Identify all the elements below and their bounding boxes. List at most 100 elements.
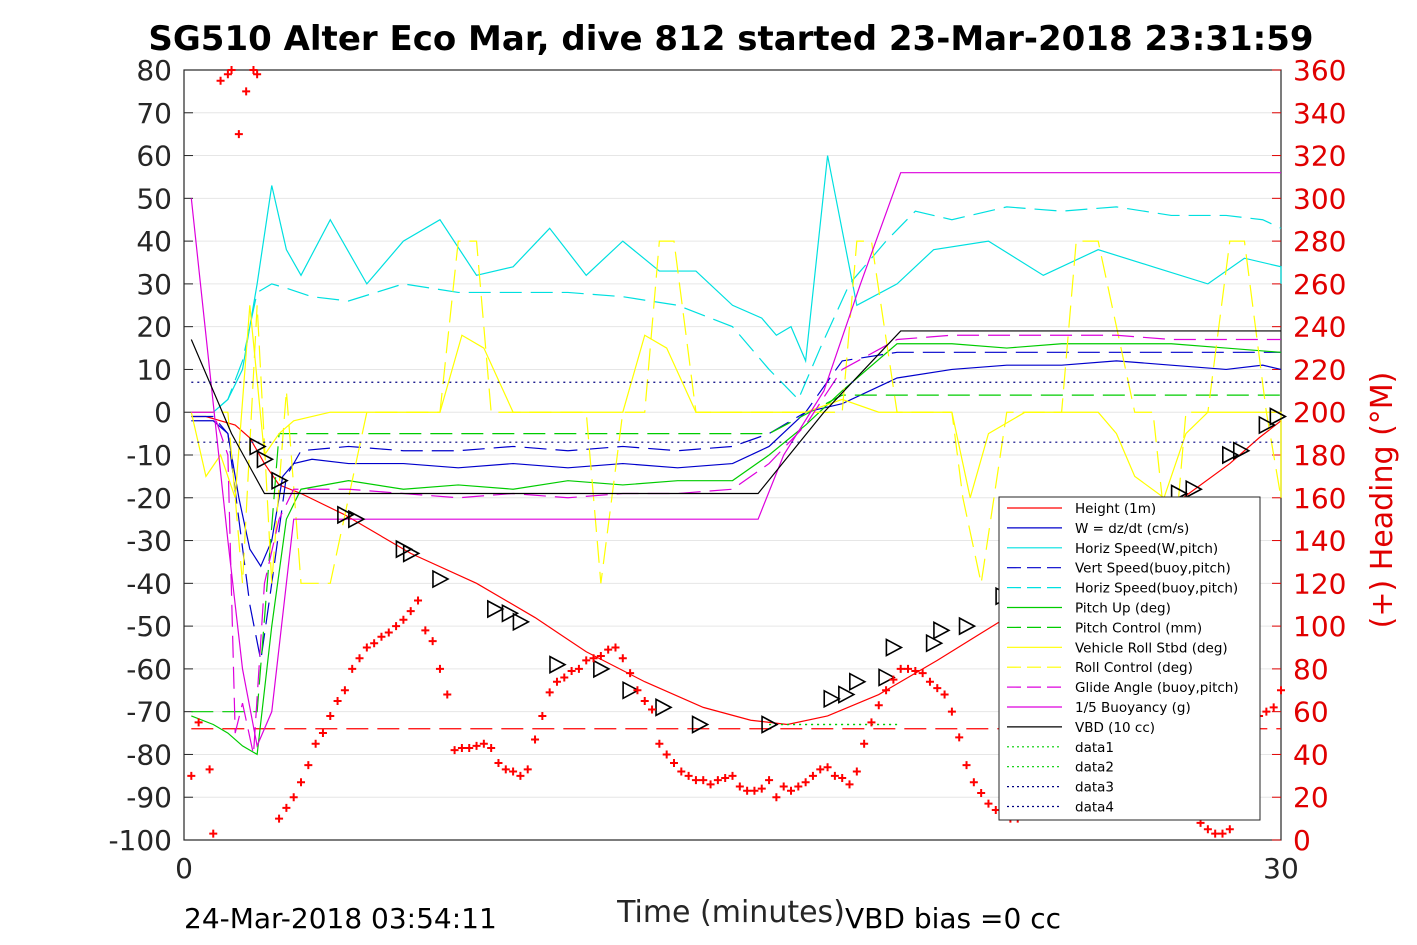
heading-point	[684, 771, 693, 780]
heading-point	[633, 686, 642, 695]
legend-label: data3	[1075, 780, 1114, 796]
heading-point	[187, 771, 196, 780]
heading-point	[1218, 829, 1227, 838]
heading-point	[940, 690, 949, 699]
heading-point	[531, 735, 540, 744]
heading-point	[765, 776, 774, 785]
heading-point	[991, 806, 1000, 815]
heading-point	[655, 739, 664, 748]
heading-point	[984, 799, 993, 808]
heading-point	[552, 677, 561, 686]
heading-point	[377, 632, 386, 641]
heading-point	[399, 615, 408, 624]
heading-point	[874, 701, 883, 710]
heading-point	[955, 733, 964, 742]
heading-point	[618, 654, 627, 663]
waypoint-marker	[1185, 479, 1203, 499]
heading-point	[1269, 703, 1278, 712]
waypoint-marker	[593, 659, 611, 679]
heading-point	[648, 705, 657, 714]
heading-point	[904, 664, 913, 673]
heading-point	[750, 786, 759, 795]
heading-point	[721, 773, 730, 782]
right-tick-label: 300	[1293, 182, 1346, 215]
waypoint-marker	[622, 680, 640, 700]
heading-point	[216, 76, 225, 85]
series-line-10	[190, 172, 1281, 748]
right-tick-label: 120	[1293, 567, 1346, 600]
heading-point	[234, 130, 243, 139]
heading-point	[494, 759, 503, 767]
legend-label: Glide Angle (buoy,pitch)	[1075, 680, 1239, 696]
legend-items: Height (1m) W = dz/dt (cm/s) Horiz Speed(W…	[1007, 501, 1239, 816]
heading-point	[691, 776, 700, 785]
heading-point	[662, 750, 671, 759]
waypoint-marker	[838, 685, 856, 704]
heading-point	[516, 771, 525, 780]
y-tick-label: 50	[136, 182, 172, 215]
heading-point	[1211, 829, 1220, 838]
heading-point	[472, 741, 481, 750]
right-tick-label: 160	[1293, 482, 1346, 515]
heading-point	[947, 707, 956, 716]
heading-point	[318, 729, 327, 738]
waypoint-marker	[823, 689, 841, 709]
heading-point	[977, 788, 986, 797]
heading-point	[626, 669, 635, 678]
right-tick-label: 60	[1293, 696, 1329, 729]
right-tick-label: 220	[1293, 353, 1346, 386]
x-axis-label: Time (minutes)	[616, 895, 845, 930]
heading-point	[838, 773, 847, 782]
heading-point	[340, 686, 349, 695]
heading-point	[596, 652, 605, 661]
heading-point	[428, 637, 437, 646]
heading-point	[384, 628, 393, 637]
waypoint-marker	[691, 715, 710, 734]
heading-point	[962, 761, 971, 770]
heading-point	[457, 744, 466, 753]
heading-point	[794, 782, 803, 791]
heading-point	[253, 70, 262, 79]
waypoint-marker	[348, 509, 366, 529]
heading-point	[925, 677, 934, 686]
right-tick-label: 360	[1293, 54, 1346, 87]
heading-point	[589, 654, 598, 663]
heading-point	[816, 765, 825, 774]
heading-point	[640, 696, 649, 705]
right-tick-label: 180	[1293, 439, 1346, 472]
heading-point	[406, 607, 415, 616]
heading-point	[443, 690, 452, 699]
y-tick-label: -80	[126, 738, 172, 771]
heading-point	[227, 66, 236, 74]
legend-label: Height (1m)	[1075, 501, 1156, 517]
heading-point	[297, 778, 306, 787]
waypoint-marker	[549, 655, 567, 674]
heading-point	[1225, 825, 1234, 834]
heading-point	[699, 776, 708, 785]
waypoint-marker	[249, 437, 267, 456]
y-tick-label: -70	[126, 696, 172, 729]
heading-point	[560, 673, 569, 682]
legend-label: Vert Speed(buoy,pitch)	[1075, 561, 1231, 577]
heading-point	[677, 767, 686, 776]
heading-point	[896, 664, 905, 673]
heading-point	[362, 643, 371, 652]
waypoint-marker	[933, 621, 951, 640]
waypoint-marker	[512, 612, 531, 632]
y-tick-label: 20	[136, 311, 172, 344]
series-line-4	[191, 206, 1282, 413]
heading-point	[242, 87, 251, 96]
y-tick-label: -40	[126, 567, 172, 600]
y-tick-label: 10	[136, 353, 172, 386]
heading-point	[1203, 825, 1212, 834]
heading-point	[933, 684, 942, 693]
right-tick-label: 200	[1293, 396, 1346, 429]
heading-point	[860, 739, 869, 748]
series-line-8	[191, 240, 1282, 584]
right-tick-label: 340	[1293, 97, 1346, 130]
heading-point	[392, 622, 401, 631]
heading-point	[479, 739, 488, 748]
heading-point	[289, 793, 298, 802]
right-tick-label: 100	[1293, 610, 1346, 643]
y-tick-label: -10	[126, 439, 172, 472]
